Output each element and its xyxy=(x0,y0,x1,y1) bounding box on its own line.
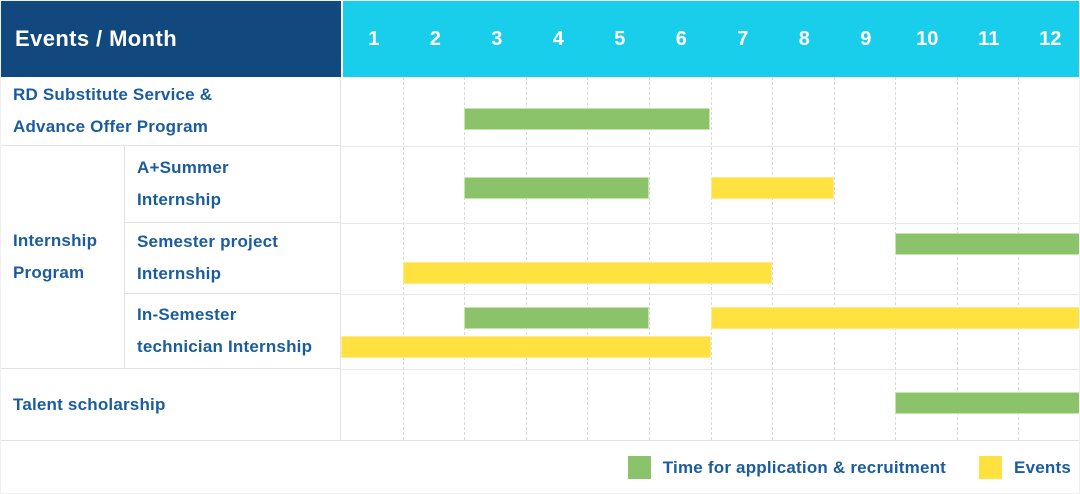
legend-item: Time for application & recruitment xyxy=(627,456,947,479)
month-header-cell: 12 xyxy=(1039,27,1062,50)
month-gridline xyxy=(525,77,527,440)
month-gridline xyxy=(648,77,650,440)
month-header-cell: 11 xyxy=(978,27,1000,50)
recruitment-bar xyxy=(464,177,649,199)
event-bar xyxy=(710,307,1079,329)
month-header-cell: 2 xyxy=(429,27,441,50)
yellow-swatch xyxy=(979,456,1003,479)
row-gridline xyxy=(341,223,1079,224)
row-gridline xyxy=(341,369,1079,370)
row-gridline xyxy=(341,146,1079,147)
month-header-cell: 8 xyxy=(798,27,810,50)
month-header-cell: 3 xyxy=(491,27,503,50)
month-gridline xyxy=(402,77,404,440)
month-gridline xyxy=(464,77,466,440)
recruitment-bar xyxy=(464,108,711,130)
month-header-cell: 4 xyxy=(552,27,564,50)
legend-label: Time for application & recruitment xyxy=(662,457,947,477)
row-label-rd-substitute: RD Substitute Service & Advance Offer Pr… xyxy=(1,77,341,146)
month-header-cell: 7 xyxy=(737,27,749,50)
row-group-label-internship-program: Internship Program xyxy=(1,146,125,369)
month-gridline xyxy=(772,77,774,440)
recruitment-bar xyxy=(895,392,1079,414)
month-gridline xyxy=(710,77,712,440)
event-bar xyxy=(402,262,773,284)
row-label-a-summer-internship: A+Summer Internship xyxy=(125,146,341,223)
table-title: Events / Month xyxy=(15,26,178,51)
table-header-left: Events / Month xyxy=(1,1,341,77)
month-gridline xyxy=(833,77,835,440)
month-header-cell: 6 xyxy=(675,27,687,50)
event-bar xyxy=(710,177,834,199)
month-header-cell: 9 xyxy=(860,27,872,50)
chart-grid xyxy=(341,77,1079,441)
month-header-cell: 5 xyxy=(614,27,626,50)
legend: Time for application & recruitment Events xyxy=(627,456,1071,479)
row-gridline xyxy=(341,294,1079,295)
row-label-talent-scholarship: Talent scholarship xyxy=(1,369,341,441)
month-gridline xyxy=(1018,77,1020,440)
month-header-cell: 10 xyxy=(916,27,939,50)
green-swatch xyxy=(627,456,651,479)
month-gridline xyxy=(587,77,589,440)
event-bar xyxy=(341,336,711,358)
recruitment-bar xyxy=(895,233,1079,255)
row-label-in-semester-technician-internship: In-Semester technician Internship xyxy=(125,294,341,369)
legend-label: Events xyxy=(1014,457,1071,477)
legend-item: Events xyxy=(979,456,1071,479)
month-gridline xyxy=(895,77,897,440)
row-label-semester-project-internship: Semester project Internship xyxy=(125,223,341,294)
month-header-cell: 1 xyxy=(368,27,380,50)
month-gridline xyxy=(956,77,958,440)
events-month-table: Events / Month 1 2 3 4 5 6 7 8 9 10 11 12 RD Substi… xyxy=(1,1,1079,442)
recruitment-bar xyxy=(464,307,649,329)
month-header-row: 1 2 3 4 5 6 7 8 9 10 11 12 xyxy=(343,1,1079,77)
